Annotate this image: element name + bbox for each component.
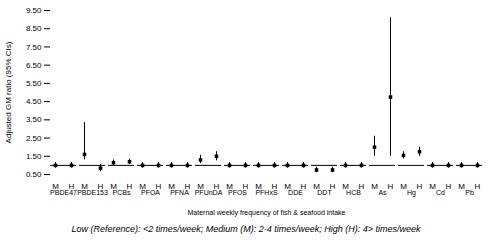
svg-text:M: M — [429, 182, 436, 192]
svg-text:H: H — [271, 182, 278, 192]
svg-text:Maternal weekly frequency of f: Maternal weekly frequency of fish & seaf… — [188, 209, 346, 217]
svg-text:PFOA: PFOA — [141, 189, 160, 196]
svg-text:H: H — [242, 182, 249, 192]
svg-text:5.50: 5.50 — [26, 79, 42, 88]
svg-text:H: H — [358, 182, 365, 192]
svg-text:7.50: 7.50 — [26, 43, 42, 52]
svg-text:H: H — [213, 182, 220, 192]
svg-text:M: M — [197, 182, 204, 192]
svg-text:DDE: DDE — [288, 189, 303, 196]
svg-text:H: H — [388, 182, 394, 191]
html-text:Low (Reference): <2 times/week: Low (Reference): <2 times/week; Medium (… — [71, 224, 421, 234]
svg-text:H: H — [300, 182, 307, 192]
svg-text:8.50: 8.50 — [26, 24, 42, 33]
svg-text:H: H — [329, 182, 336, 192]
svg-text:M: M — [139, 182, 146, 192]
svg-text:M: M — [284, 182, 291, 192]
svg-text:1.50: 1.50 — [26, 152, 42, 161]
svg-text:M: M — [168, 182, 175, 192]
svg-text:H: H — [155, 182, 162, 192]
svg-text:9.50: 9.50 — [26, 6, 42, 15]
svg-text:Pb: Pb — [465, 189, 474, 196]
svg-text:M: M — [458, 182, 465, 191]
svg-text:Adjusted GM ratio (95% CIs): Adjusted GM ratio (95% CIs) — [4, 41, 13, 143]
svg-text:DDT: DDT — [317, 189, 332, 196]
svg-text:H: H — [417, 182, 423, 191]
svg-text:M: M — [313, 182, 320, 192]
svg-text:M: M — [110, 182, 117, 192]
svg-text:M: M — [52, 182, 59, 192]
svg-text:M: M — [255, 182, 262, 192]
svg-text:PBDE153: PBDE153 — [77, 189, 108, 196]
svg-text:M: M — [400, 182, 407, 192]
svg-text:M: M — [226, 182, 233, 192]
svg-text:PFHxS: PFHxS — [255, 189, 278, 196]
svg-text:2.50: 2.50 — [26, 134, 42, 143]
svg-text:0.50: 0.50 — [26, 170, 42, 179]
svg-text:H: H — [68, 182, 75, 192]
svg-text:HCB: HCB — [346, 189, 361, 196]
svg-text:M: M — [81, 182, 88, 192]
svg-text:H: H — [475, 182, 481, 191]
svg-text:4.50: 4.50 — [26, 97, 42, 106]
svg-text:PBDE47: PBDE47 — [50, 189, 77, 196]
svg-text:H: H — [97, 182, 104, 192]
svg-text:3.50: 3.50 — [26, 115, 42, 124]
svg-text:6.50: 6.50 — [26, 61, 42, 70]
svg-text:PFOS: PFOS — [228, 189, 247, 196]
svg-text:As: As — [378, 189, 387, 196]
svg-text:H: H — [184, 182, 191, 192]
svg-text:PCBs: PCBs — [113, 189, 131, 196]
svg-text:M: M — [371, 182, 378, 191]
svg-text:PFUnDA: PFUnDA — [195, 189, 223, 196]
svg-text:H: H — [126, 182, 133, 192]
svg-text:M: M — [342, 182, 349, 192]
svg-text:H: H — [446, 182, 452, 191]
svg-text:Hg: Hg — [407, 189, 416, 197]
svg-text:PFNA: PFNA — [170, 189, 189, 196]
svg-text:Cd: Cd — [436, 189, 445, 196]
